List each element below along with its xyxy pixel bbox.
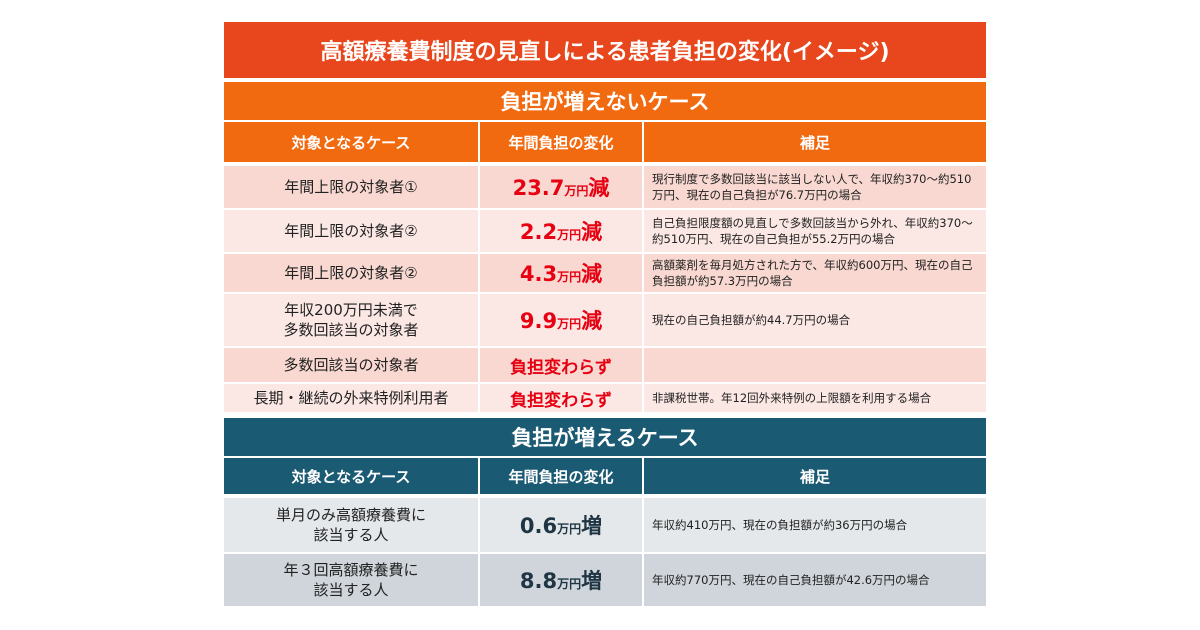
note-text: 非課税世帯。年12回外来特例の上限額を利用する場合 xyxy=(652,390,932,405)
change-amount: 0.6 xyxy=(519,514,558,538)
column-header: 年間負担の変化 xyxy=(480,122,642,162)
note-cell: 年収約410万円、現在の負担額が約36万円の場合 xyxy=(644,498,986,552)
note-cell: 年収約770万円、現在の自己負担額が42.6万円の場合 xyxy=(644,554,986,606)
column-header: 対象となるケース xyxy=(224,458,478,494)
column-header: 対象となるケース xyxy=(224,122,478,162)
column-header: 補足 xyxy=(644,458,986,494)
change-cell: 9.9万円減 xyxy=(480,294,642,346)
change-cell: 4.3万円減 xyxy=(480,254,642,292)
change-cell: 8.8万円増 xyxy=(480,554,642,606)
column-header: 年間負担の変化 xyxy=(480,458,642,494)
change-value: 9.9万円減 xyxy=(520,305,602,335)
change-cell: 0.6万円増 xyxy=(480,498,642,552)
change-value: 2.2万円減 xyxy=(520,216,602,246)
note-text: 自己負担限度額の見直しで多数回該当から外れ、年収約370～約510万円、現在の自… xyxy=(652,215,973,246)
change-text: 負担変わらず xyxy=(510,357,612,378)
change-value: 4.3万円減 xyxy=(520,258,602,288)
change-value: 8.8万円増 xyxy=(520,565,602,595)
change-cell: 負担変わらず xyxy=(480,384,642,412)
note-text: 年収約770万円、現在の自己負担額が42.6万円の場合 xyxy=(652,572,930,587)
change-direction: 減 xyxy=(581,220,603,244)
column-header: 補足 xyxy=(644,122,986,162)
change-unit: 万円 xyxy=(557,577,582,591)
change-amount: 23.7 xyxy=(512,176,565,200)
case-cell: 年間上限の対象者② xyxy=(224,254,478,292)
note-text: 現行制度で多数回該当に該当しない人で、年収約370～約510万円、現在の自己負担… xyxy=(652,171,972,202)
case-cell: 単月のみ高額療養費に 該当する人 xyxy=(224,498,478,552)
note-text: 現在の自己負担額が約44.7万円の場合 xyxy=(652,312,851,327)
change-value: 23.7万円減 xyxy=(513,172,610,202)
section-heading: 負担が増えないケース xyxy=(224,82,986,120)
section-heading: 負担が増えるケース xyxy=(224,418,986,456)
note-cell: 現在の自己負担額が約44.7万円の場合 xyxy=(644,294,986,346)
change-cell: 2.2万円減 xyxy=(480,210,642,252)
title-bar: 高額療養費制度の見直しによる患者負担の変化(イメージ) xyxy=(224,22,986,78)
case-cell: 年間上限の対象者② xyxy=(224,210,478,252)
case-cell: 年収200万円未満で 多数回該当の対象者 xyxy=(224,294,478,346)
change-text: 負担変わらず xyxy=(510,390,612,411)
note-cell: 自己負担限度額の見直しで多数回該当から外れ、年収約370～約510万円、現在の自… xyxy=(644,210,986,252)
change-direction: 減 xyxy=(588,176,610,200)
note-cell xyxy=(644,348,986,382)
change-direction: 減 xyxy=(581,309,603,333)
change-amount: 4.3 xyxy=(519,262,558,286)
change-amount: 9.9 xyxy=(519,309,558,333)
case-cell: 年３回高額療養費に 該当する人 xyxy=(224,554,478,606)
note-text: 高額薬剤を毎月処方された方で、年収約600万円、現在の自己負担額が約57.3万円… xyxy=(652,257,973,288)
change-cell: 負担変わらず xyxy=(480,348,642,382)
note-cell: 現行制度で多数回該当に該当しない人で、年収約370～約510万円、現在の自己負担… xyxy=(644,166,986,208)
change-amount: 8.8 xyxy=(519,569,558,593)
case-cell: 長期・継続の外来特例利用者 xyxy=(224,384,478,412)
change-unit: 万円 xyxy=(557,317,582,331)
change-direction: 増 xyxy=(581,514,603,538)
change-direction: 減 xyxy=(581,262,603,286)
note-cell: 高額薬剤を毎月処方された方で、年収約600万円、現在の自己負担額が約57.3万円… xyxy=(644,254,986,292)
case-cell: 年間上限の対象者① xyxy=(224,166,478,208)
change-amount: 2.2 xyxy=(519,220,558,244)
change-value: 0.6万円増 xyxy=(520,510,602,540)
note-text: 年収約410万円、現在の負担額が約36万円の場合 xyxy=(652,517,908,532)
note-cell: 非課税世帯。年12回外来特例の上限額を利用する場合 xyxy=(644,384,986,412)
case-cell: 多数回該当の対象者 xyxy=(224,348,478,382)
change-cell: 23.7万円減 xyxy=(480,166,642,208)
change-unit: 万円 xyxy=(557,228,582,242)
change-direction: 増 xyxy=(581,569,603,593)
change-unit: 万円 xyxy=(557,522,582,536)
change-unit: 万円 xyxy=(557,270,582,284)
change-unit: 万円 xyxy=(564,184,589,198)
